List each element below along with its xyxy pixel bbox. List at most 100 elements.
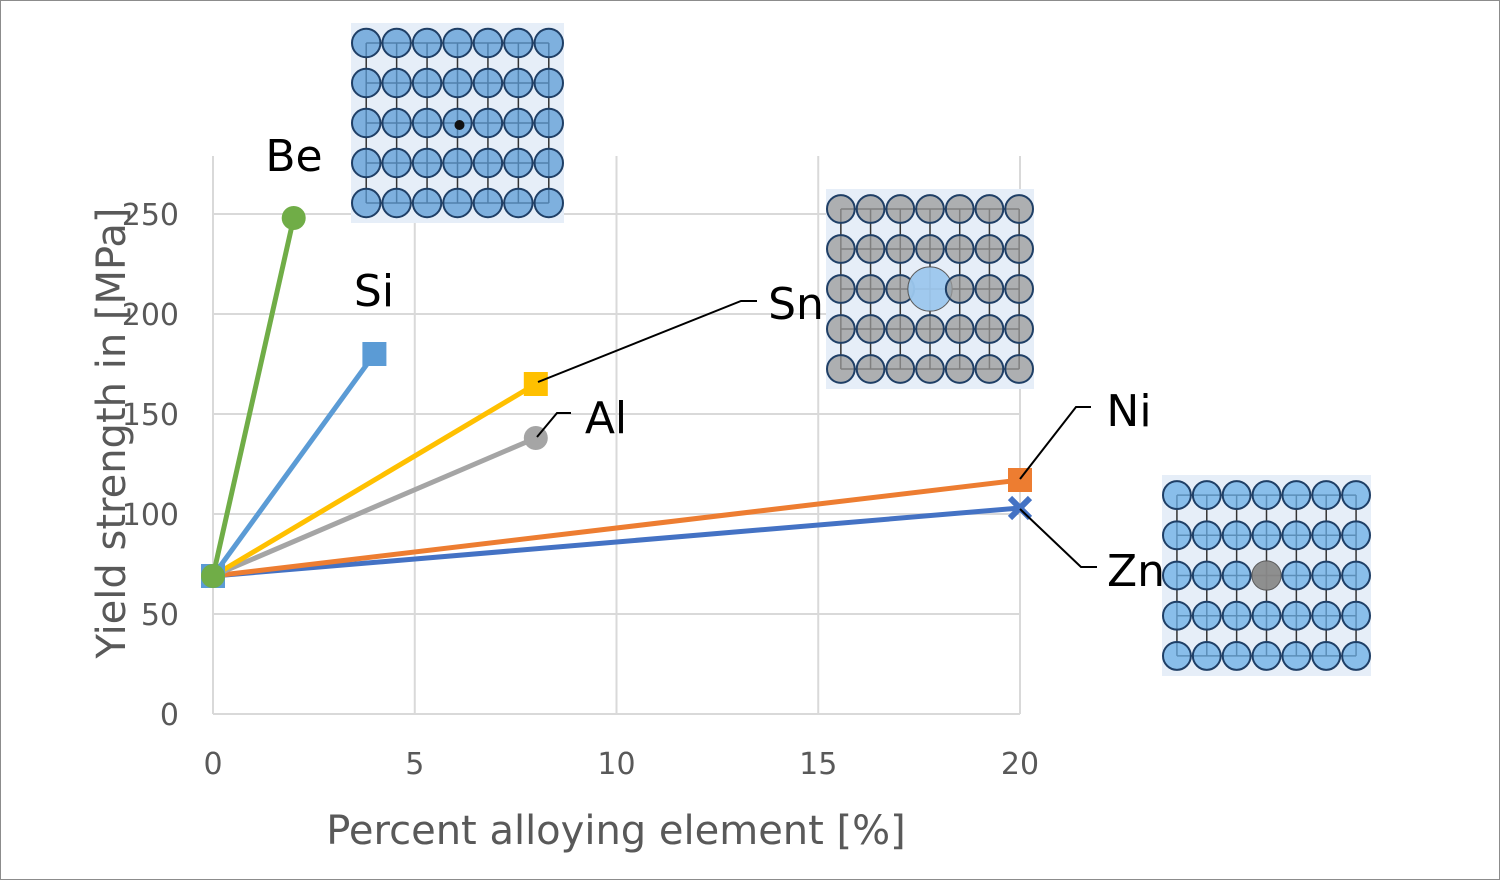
host-atom [533,187,564,219]
host-atom [1162,480,1192,511]
host-atom [1004,354,1035,384]
host-atom [974,314,1005,344]
host-atom [1162,520,1192,551]
host-atom [826,274,856,304]
host-atom [944,234,975,264]
label-leader-line [536,412,571,438]
large-substitutional-lattice [826,189,1035,389]
host-atom [381,67,412,99]
host-atom [826,234,856,264]
y-tick-label: 100 [122,498,179,533]
host-atom [855,274,886,304]
host-atom [855,194,886,224]
series-line [211,381,538,579]
host-atom [472,67,504,99]
host-atom [442,27,473,59]
host-atom [442,187,473,219]
host-atom [351,147,382,179]
data-point [523,372,548,396]
host-atom [1281,520,1312,551]
host-atom [1251,600,1282,631]
host-atom [351,107,382,139]
host-atom [1221,600,1252,631]
host-atom [885,194,916,224]
host-atom [411,187,443,219]
x-tick-label: 20 [1001,747,1039,782]
host-atom [974,194,1005,224]
host-atom [1311,640,1342,671]
host-atom [533,27,564,59]
series-line [212,505,1021,579]
host-atom [472,187,504,219]
series-zn: Zn [200,495,1165,597]
host-atom [974,234,1005,264]
host-atom [1162,560,1192,591]
y-tick-label: 0 [160,698,179,733]
x-tick-label: 10 [597,747,635,782]
data-point [1008,468,1032,492]
host-atom [472,107,504,139]
host-atom [1281,640,1312,671]
series-ni: Ni [201,386,1152,588]
host-atom [1004,194,1035,224]
host-atom [381,187,412,219]
host-atom [472,147,504,179]
host-atom [1004,314,1035,344]
host-atom [1191,480,1222,511]
host-atom [944,314,975,344]
host-atom [1281,480,1312,511]
host-atom [472,27,504,59]
host-atom [503,67,534,99]
host-atom [885,234,916,264]
host-atom [503,27,534,59]
x-tick-label: 5 [405,747,424,782]
host-atom [1341,560,1371,591]
host-atom [1311,600,1342,631]
host-atom [1251,640,1282,671]
host-atom [826,314,856,344]
host-atom [974,274,1005,304]
data-point [281,206,306,230]
host-atom [855,354,886,384]
host-atom [974,354,1005,384]
host-atom [1341,600,1371,631]
host-atom [351,27,382,59]
series-line [212,435,537,579]
host-atom [1004,234,1035,264]
label-leader-line [537,300,757,383]
host-atom [1221,560,1252,591]
host-atom [411,107,443,139]
host-atom [915,194,945,224]
y-tick-label: 200 [122,298,179,333]
host-atom [503,147,534,179]
x-tick-label: 15 [799,747,837,782]
host-atom [855,234,886,264]
host-atom [1311,520,1342,551]
host-atom [885,314,916,344]
host-atom [944,354,975,384]
host-atom [1341,480,1371,511]
host-atom [855,314,886,344]
tick-labels: 0 50 100 150 200 250 0 5 10 15 20 [122,198,1039,782]
host-atom [1251,480,1282,511]
series-label-si: Si [354,266,394,317]
x-tick-label: 0 [203,747,222,782]
label-leader-line [1019,406,1091,480]
interstitial-lattice [351,23,564,223]
host-atom [1004,274,1035,304]
host-atom [381,107,412,139]
x-axis-label: Percent alloying element [%] [326,808,906,854]
series-line [210,217,297,577]
host-atom [411,67,443,99]
host-atom [1221,480,1252,511]
solute-atom [454,120,465,130]
host-atom [944,274,975,304]
host-atom [442,147,473,179]
host-atom [826,354,856,384]
host-atom [503,187,534,219]
host-atom [381,147,412,179]
host-atom [411,27,443,59]
host-atom [351,187,382,219]
host-atom [1281,600,1312,631]
